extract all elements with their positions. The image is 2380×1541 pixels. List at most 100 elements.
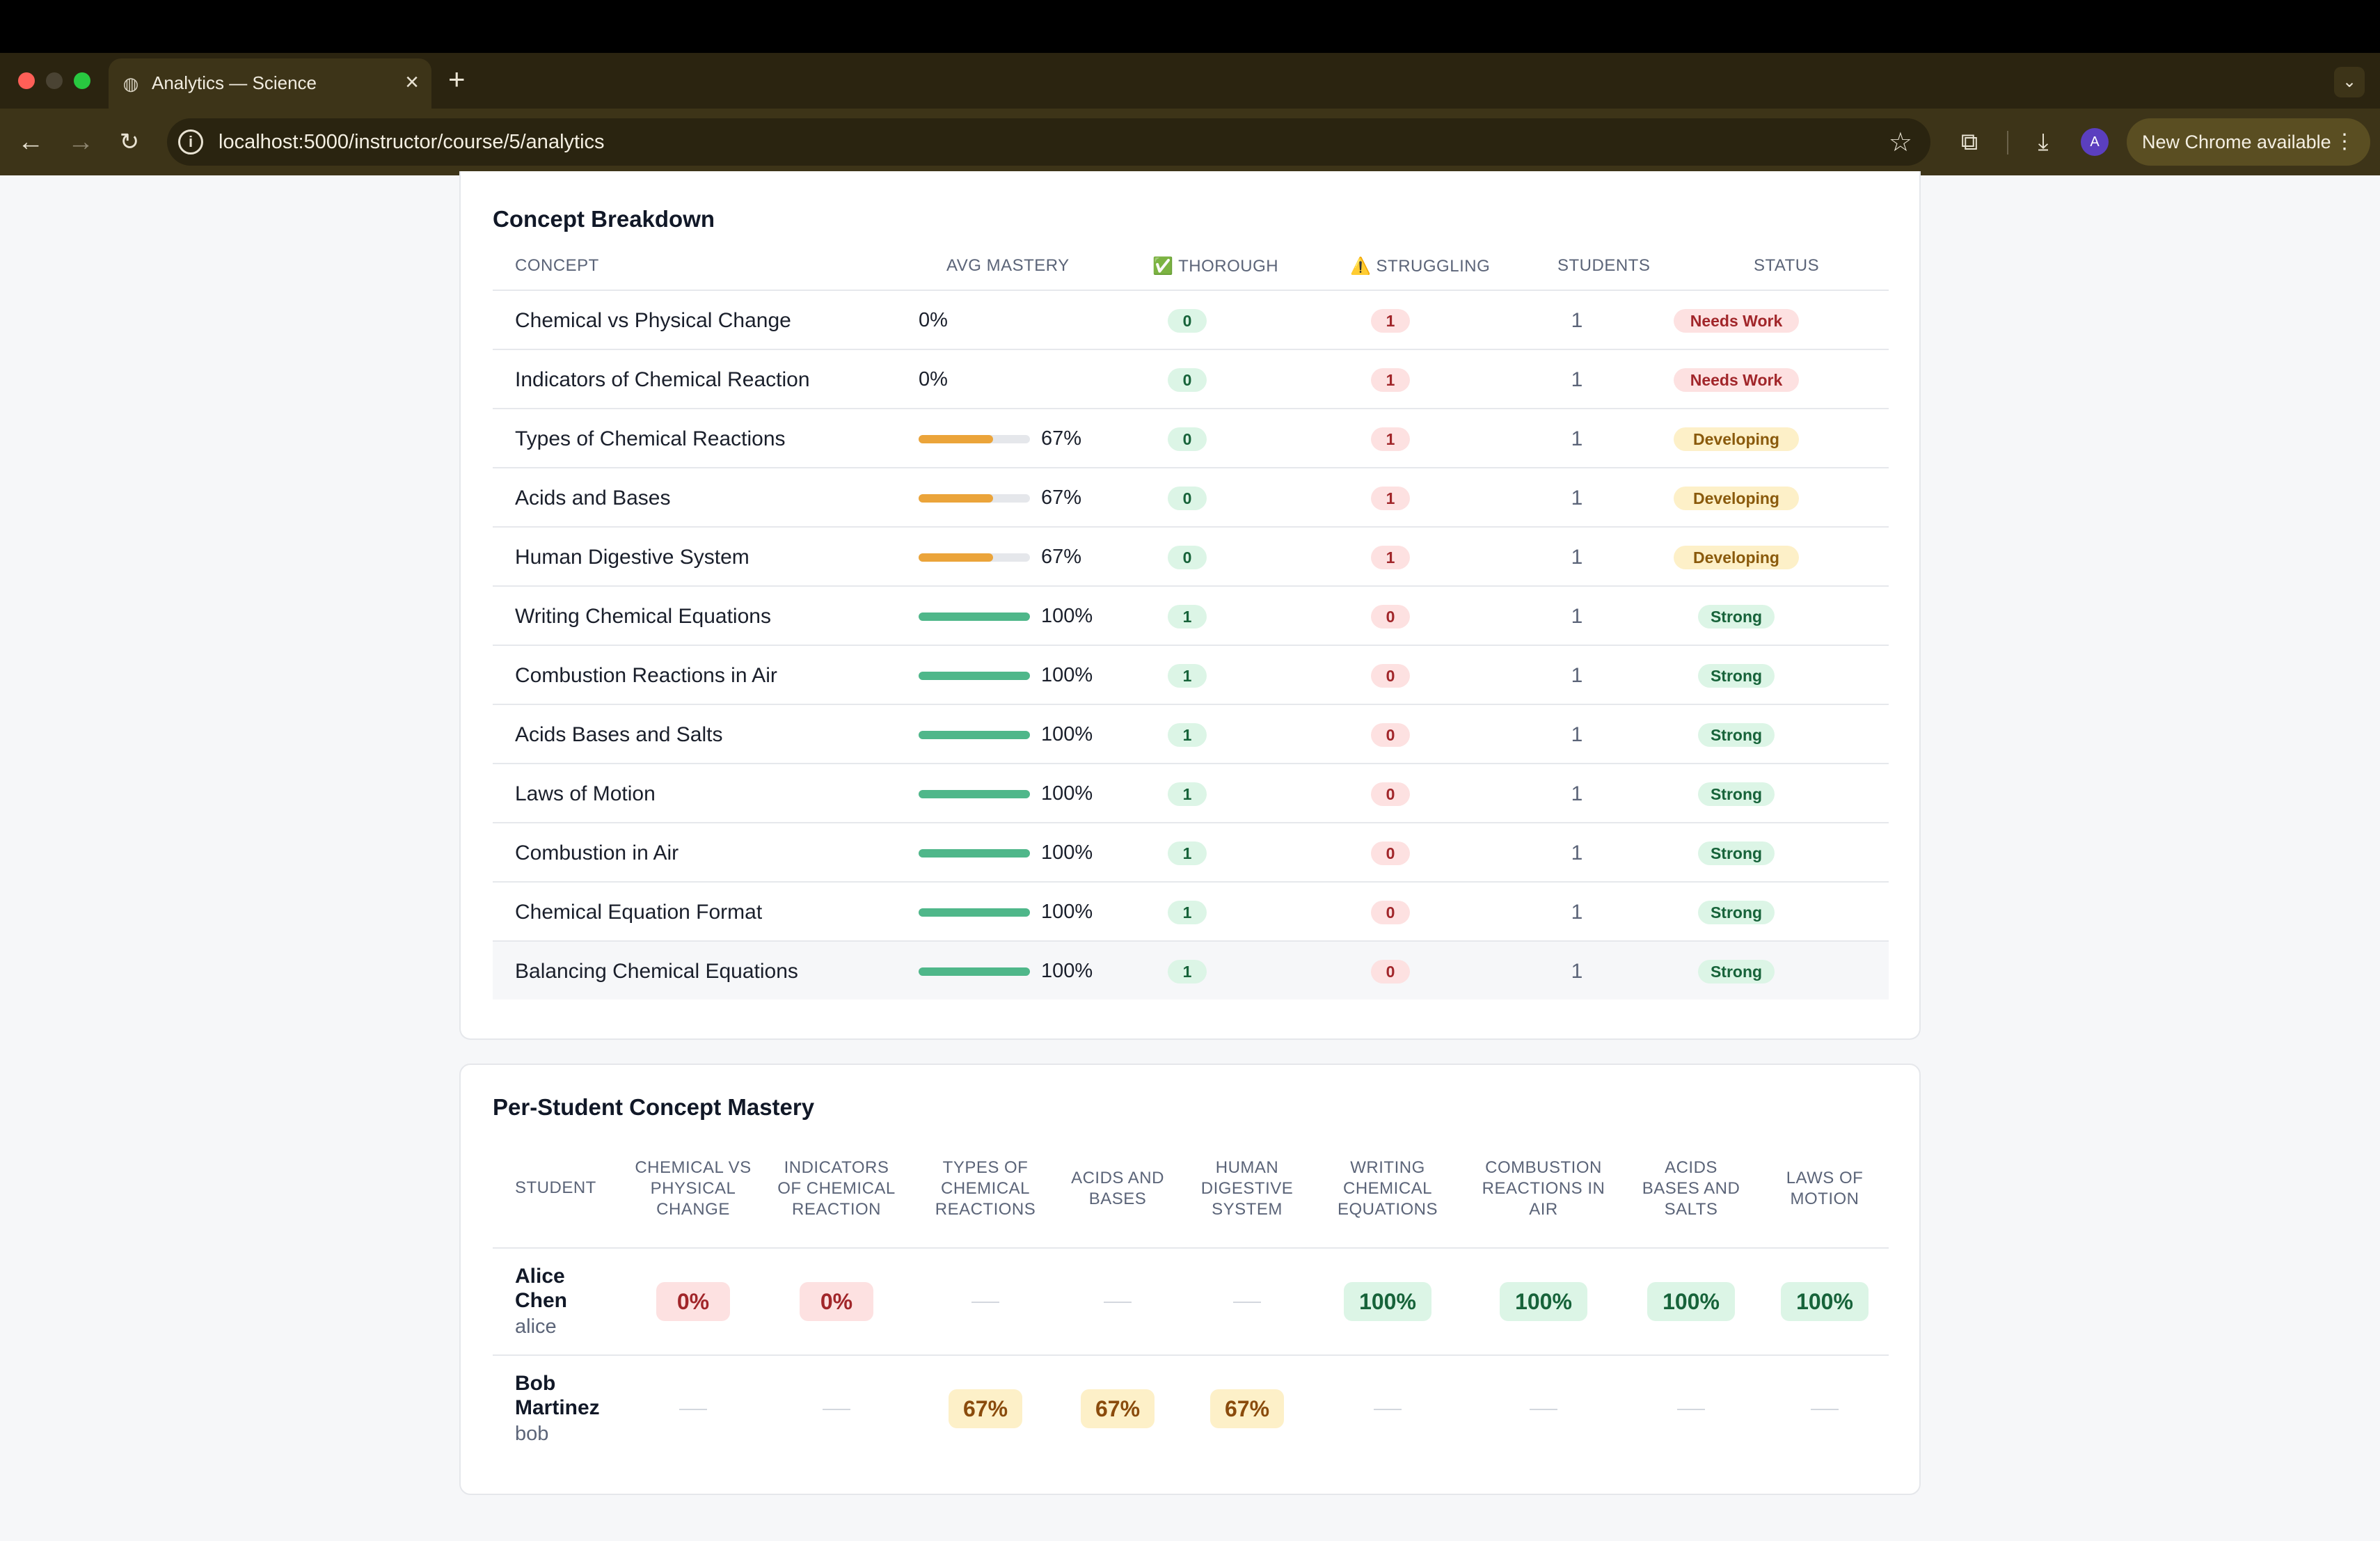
thorough-count: 1 [1168,901,1207,924]
chrome-update-label: New Chrome available [2142,132,2331,152]
mastery-percent: 0% [919,368,948,390]
close-tab-icon[interactable]: × [405,69,419,95]
struggling-count: 1 [1371,368,1410,392]
forward-arrow-icon[interactable]: → [68,127,94,157]
header-status: STATUS [1754,256,1820,275]
students-count: 1 [1571,664,1583,687]
status-badge: Needs Work [1674,368,1799,392]
maximize-window-button[interactable] [74,72,90,89]
students-count: 1 [1571,841,1583,864]
concept-row: Combustion Reactions in Air 100% 1 0 1 Strong [493,645,1889,704]
concept-column-label: LAWS OF MOTION [1786,1169,1864,1208]
struggling-count: 1 [1371,427,1410,451]
status-badge: Needs Work [1674,309,1799,333]
concept-name: Laws of Motion [515,782,656,805]
status-badge: Developing [1674,546,1799,569]
browser-tab[interactable]: ◍ Analytics — Science × [109,58,431,109]
header-concept-column: WRITING CHEMICAL EQUATIONS [1325,1147,1450,1231]
mastery-bar [919,790,1030,798]
concept-name: Chemical Equation Format [515,901,763,924]
no-data-dash [1104,1302,1132,1303]
no-data-dash [823,1409,850,1410]
struggling-count: 1 [1371,309,1410,333]
struggling-count: 0 [1371,782,1410,806]
concept-name: Writing Chemical Equations [515,605,771,628]
status-badge: Strong [1698,960,1775,983]
mastery-bar [919,494,1030,503]
concept-row: Chemical Equation Format 100% 1 0 1 Strong [493,881,1889,940]
status-badge: Strong [1698,723,1775,747]
mastery-percent: 67% [1041,546,1082,568]
header-students: STUDENTS [1557,256,1651,275]
screen-top-bar [0,0,2380,53]
mastery-bar-fill [919,967,1030,976]
status-badge: Strong [1698,664,1775,688]
thorough-count: 0 [1168,368,1207,392]
mastery-percent: 67% [1041,487,1082,509]
tab-search-chevron-icon[interactable]: ⌄ [2334,67,2365,97]
thorough-count: 1 [1168,960,1207,983]
mastery-score-chip: 100% [1647,1282,1735,1321]
mastery-percent: 100% [1041,664,1093,686]
concept-name: Acids and Bases [515,487,671,509]
student-username: bob [515,1423,549,1445]
mastery-percent: 100% [1041,841,1093,864]
no-data-dash [1677,1409,1705,1410]
header-concept-column: INDICATORS OF CHEMICAL REACTION [774,1147,899,1231]
concept-name: Types of Chemical Reactions [515,427,786,450]
reload-icon[interactable]: ↻ [119,129,140,155]
bookmark-star-icon[interactable]: ☆ [1888,128,1912,157]
back-arrow-icon[interactable]: ← [17,127,44,157]
mastery-score-chip: 100% [1500,1282,1587,1321]
concept-column-label: WRITING CHEMICAL EQUATIONS [1337,1158,1438,1219]
tab-title: Analytics — Science [152,72,317,93]
download-icon[interactable]: ⤓ [2038,129,2049,155]
thorough-count: 0 [1168,546,1207,569]
thorough-count: 1 [1168,841,1207,865]
concept-row: Laws of Motion 100% 1 0 1 Strong [493,763,1889,822]
students-count: 1 [1571,782,1583,805]
status-badge: Strong [1698,782,1775,806]
students-count: 1 [1571,546,1583,569]
mastery-bar-fill [919,553,994,562]
address-bar[interactable]: i localhost:5000/instructor/course/5/ana… [167,118,1930,166]
profile-avatar[interactable]: A [2081,128,2109,156]
chrome-update-button[interactable]: New Chrome available ⋮ [2127,118,2370,166]
concept-name: Chemical vs Physical Change [515,309,791,332]
status-badge: Developing [1674,427,1799,451]
close-window-button[interactable] [18,72,35,89]
struggling-count: 0 [1371,723,1410,747]
new-tab-button[interactable]: + [448,63,466,95]
concept-row: Human Digestive System 67% 0 1 1 Developing [493,526,1889,585]
header-concept-column: ACIDS BASES AND SALTS [1635,1147,1747,1231]
struggling-count: 1 [1371,546,1410,569]
no-data-dash [1811,1409,1839,1410]
struggling-count: 0 [1371,960,1410,983]
thorough-count: 1 [1168,664,1207,688]
extensions-puzzle-icon[interactable]: ⧉ [1960,129,1978,155]
more-vertical-icon[interactable]: ⋮ [2334,130,2355,153]
students-count: 1 [1571,605,1583,628]
concept-name: Indicators of Chemical Reaction [515,368,810,391]
mastery-bar-fill [919,849,1030,858]
status-badge: Strong [1698,901,1775,924]
thorough-count: 0 [1168,487,1207,510]
students-count: 1 [1571,960,1583,983]
mastery-score-chip: 67% [1210,1389,1284,1428]
no-data-dash [1530,1409,1557,1410]
address-url[interactable]: localhost:5000/instructor/course/5/analy… [219,131,605,153]
mastery-bar-fill [919,494,994,503]
concept-column-label: ACIDS BASES AND SALTS [1642,1158,1740,1219]
header-concept-column: TYPES OF CHEMICAL REACTIONS [919,1147,1052,1231]
concept-column-label: HUMAN DIGESTIVE SYSTEM [1200,1158,1294,1219]
header-avg-mastery: AVG MASTERY [946,256,1070,275]
concept-row: Acids Bases and Salts 100% 1 0 1 Strong [493,704,1889,763]
concept-row: Types of Chemical Reactions 67% 0 1 1 Develop… [493,408,1889,467]
site-info-icon[interactable]: i [178,129,203,155]
per-student-title: Per-Student Concept Mastery [493,1094,815,1120]
mastery-bar [919,613,1030,621]
status-badge: Developing [1674,487,1799,510]
minimize-window-button[interactable] [46,72,63,89]
mastery-bar-fill [919,613,1030,621]
mastery-percent: 100% [1041,605,1093,627]
